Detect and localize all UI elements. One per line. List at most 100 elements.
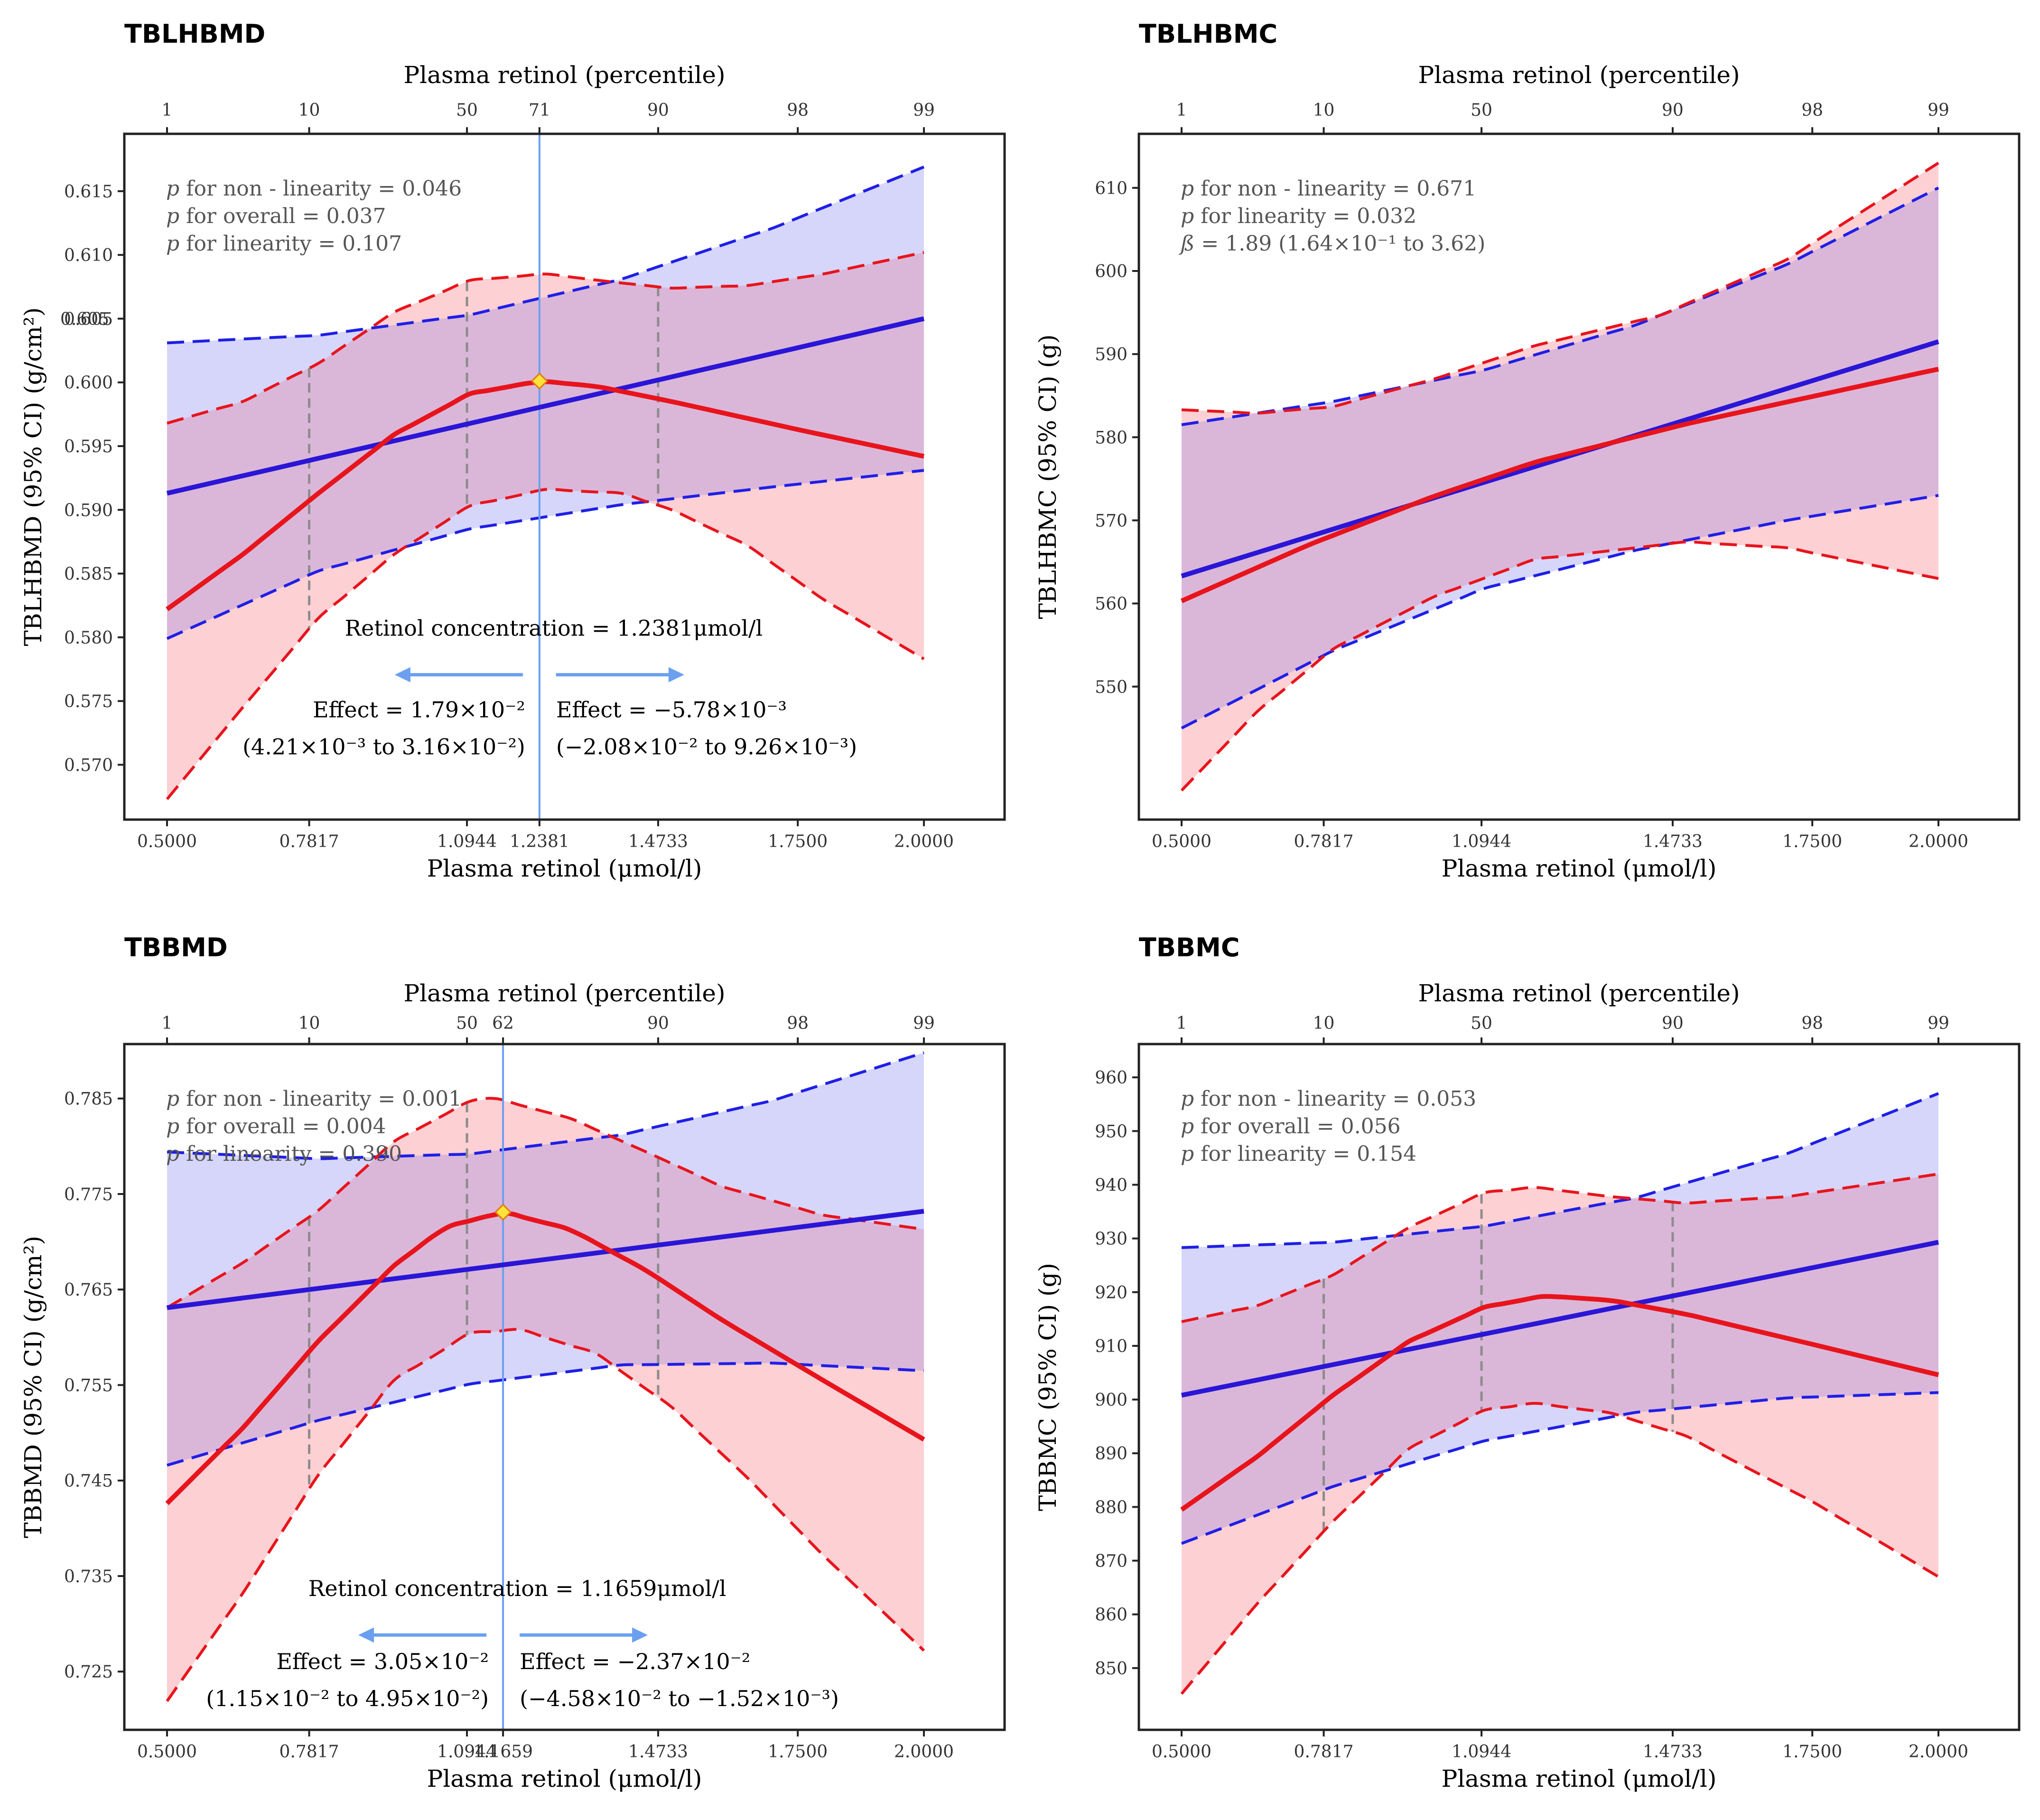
x-tick-label: 1.4733	[1643, 1742, 1703, 1762]
y-tick-label: 580	[1095, 428, 1127, 448]
ci-overlap-band	[167, 1136, 924, 1465]
top-tick-label: 98	[787, 1014, 809, 1033]
y-tick-label: 850	[1095, 1659, 1127, 1679]
right-effect-text: Effect = −2.37×10⁻²	[520, 1649, 750, 1674]
y-tick-label: 600	[1095, 262, 1127, 281]
stat-annotation: p for overall = 0.037	[166, 204, 386, 228]
top-tick-label: 90	[1662, 101, 1684, 120]
ci-overlap-band	[1182, 1174, 1938, 1544]
linear-ci-lower-line	[1181, 1391, 1939, 1545]
stat-annotation: p for linearity = 0.390	[166, 1142, 402, 1166]
plot-area	[165, 1044, 925, 1730]
top-axis-label: Plasma retinol (percentile)	[1418, 980, 1740, 1007]
panel-title: TBLHBMD	[124, 19, 265, 49]
y-tick-label: 0.735	[64, 1567, 113, 1587]
retinol-concentration-text: Retinol concentration = 1.2381μmol/l	[345, 616, 763, 641]
y-tick-label: 570	[1095, 511, 1127, 531]
right-effect-ci-text: (−4.58×10⁻² to −1.52×10⁻³)	[520, 1686, 839, 1711]
y-tick-label: 0.765	[64, 1280, 113, 1300]
x-tick-label: 2.0000	[1909, 832, 1968, 851]
x-tick-label: 1.0944	[437, 1742, 497, 1762]
plot-frame	[123, 132, 1006, 821]
stat-annotation: p for non - linearity = 0.053	[1181, 1087, 1476, 1111]
y-tick-label: 0.595	[64, 437, 113, 457]
y-tick-label: 900	[1095, 1391, 1127, 1410]
right-effect-text: Effect = −5.78×10⁻³	[556, 697, 787, 723]
left-effect-ci-text: (4.21×10⁻³ to 3.16×10⁻²)	[242, 734, 525, 760]
spline-fit-line	[1180, 1294, 1939, 1512]
y-tick-label-overlap: 0.605	[60, 309, 109, 329]
left-arrow-head	[394, 667, 410, 682]
y-tick-label: 0.570	[64, 756, 113, 775]
x-tick-label: 1.7500	[1782, 1742, 1842, 1762]
panel-tblhbmc: TBLHBMC Plasma retinol (percentile) 1 10 50 9…	[1034, 19, 2021, 882]
top-tick-label: 98	[1801, 1014, 1823, 1033]
stat-annotation: ß = 1.89 (1.64×10⁻¹ to 3.62)	[1179, 232, 1485, 256]
linear-ci-lower-line	[166, 469, 924, 640]
x-tick-label: 0.5000	[1152, 1742, 1211, 1762]
x-tick-label: 1.4733	[628, 1742, 688, 1762]
y-tick-label: 910	[1095, 1337, 1127, 1356]
top-tick-label: 1	[1176, 101, 1187, 120]
spline-ci-upper-line	[166, 1097, 924, 1309]
left-arrow-head	[358, 1627, 374, 1643]
x-tick-label: 0.7817	[1294, 832, 1354, 851]
x-tick-label: 0.7817	[279, 832, 339, 851]
x-tick-label: 2.0000	[1909, 1742, 1968, 1762]
y-tick-label: 930	[1095, 1230, 1127, 1249]
top-tick-label: 1	[162, 1014, 173, 1033]
retinol-concentration-text: Retinol concentration = 1.1659μmol/l	[308, 1576, 727, 1601]
y-tick-label: 0.575	[64, 692, 113, 711]
top-axis-label: Plasma retinol (percentile)	[1418, 61, 1740, 89]
top-tick-label: 99	[913, 101, 935, 120]
stat-annotation: p for non - linearity = 0.671	[1181, 177, 1476, 201]
y-tick-label: 0.590	[64, 501, 113, 520]
y-tick-label: 0.600	[64, 373, 113, 393]
y-tick-label: 920	[1095, 1283, 1127, 1303]
y-tick-label: 950	[1095, 1122, 1127, 1141]
top-tick-label: 10	[1313, 101, 1335, 120]
top-tick-label: 99	[1928, 101, 1949, 120]
panel-tblhbmd: TBLHBMD Plasma retinol (percentile) 1 10 50 7…	[19, 19, 1006, 882]
top-tick-label: 1	[1176, 1014, 1187, 1033]
top-tick-label: 99	[1928, 1014, 1949, 1033]
spline-ci-upper-line	[1181, 161, 1939, 415]
plot-area	[1180, 161, 1939, 792]
y-tick-label: 0.745	[64, 1472, 113, 1491]
y-axis-label: TBBMC (95% CI) (g)	[1034, 1263, 1062, 1511]
right-arrow-head	[668, 667, 684, 682]
top-tick-label: 50	[456, 101, 478, 120]
y-tick-label: 940	[1095, 1176, 1127, 1195]
y-tick-label: 0.785	[64, 1090, 113, 1109]
panel-title: TBLHBMC	[1139, 19, 1277, 49]
spline-ci-lower-line	[166, 488, 925, 800]
x-tick-label-inflection: 1.1659	[473, 1742, 533, 1762]
y-axis-label: TBLHBMC (95% CI) (g)	[1034, 335, 1062, 619]
y-tick-label: 0.755	[64, 1376, 113, 1395]
x-tick-label: 1.0944	[437, 832, 497, 851]
y-tick-label: 0.580	[64, 628, 113, 648]
top-axis-label: Plasma retinol (percentile)	[404, 61, 726, 89]
y-tick-label: 0.725	[64, 1662, 113, 1682]
x-tick-label: 1.4733	[628, 832, 688, 851]
linear-ci-upper-line	[167, 166, 925, 345]
x-axis-label: Plasma retinol (μmol/l)	[1442, 1765, 1717, 1792]
y-tick-label: 0.605	[64, 309, 113, 329]
plot-frame	[1137, 132, 2021, 821]
y-tick-label: 590	[1095, 345, 1127, 364]
stat-annotation: p for linearity = 0.107	[166, 232, 402, 256]
top-tick-label: 50	[456, 1014, 478, 1033]
panel-tbbmc: TBBMC Plasma retinol (percentile) 1 10 50 90 9…	[1034, 933, 2021, 1792]
y-tick-label: 960	[1095, 1068, 1127, 1088]
left-effect-text: Effect = 3.05×10⁻²	[276, 1649, 489, 1674]
x-tick-label: 1.0944	[1452, 1742, 1511, 1762]
y-tick-label: 560	[1095, 595, 1127, 614]
top-tick-label: 90	[647, 1014, 669, 1033]
right-effect-ci-text: (−2.08×10⁻² to 9.26×10⁻³)	[556, 734, 857, 760]
spline-ci-lower-line	[166, 1328, 925, 1702]
x-tick-label: 0.7817	[279, 1742, 339, 1762]
top-tick-label: 62	[492, 1014, 514, 1033]
right-arrow-head	[632, 1627, 648, 1643]
stat-annotation: p for linearity = 0.154	[1181, 1142, 1416, 1166]
x-tick-label-inflection: 1.2381	[510, 832, 569, 851]
